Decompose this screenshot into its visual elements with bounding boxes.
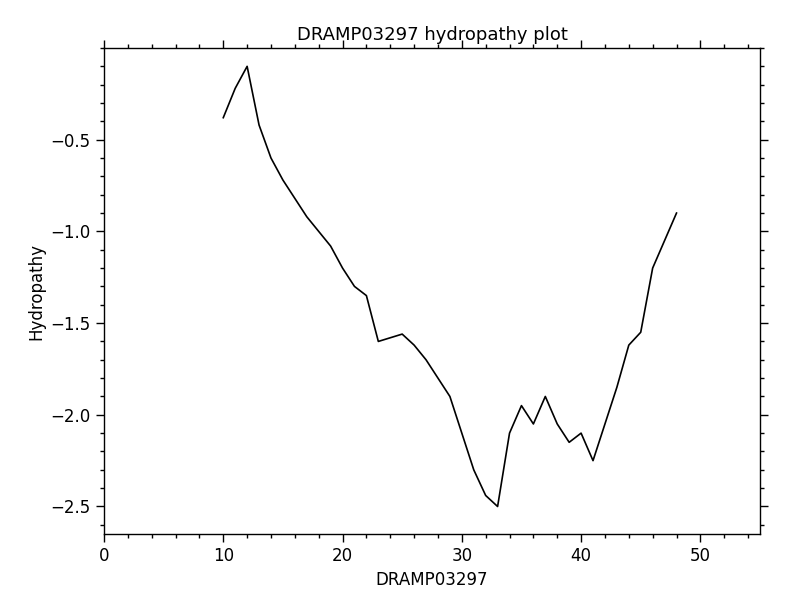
X-axis label: DRAMP03297: DRAMP03297 [376, 571, 488, 589]
Y-axis label: Hydropathy: Hydropathy [27, 242, 45, 340]
Title: DRAMP03297 hydropathy plot: DRAMP03297 hydropathy plot [297, 26, 567, 44]
